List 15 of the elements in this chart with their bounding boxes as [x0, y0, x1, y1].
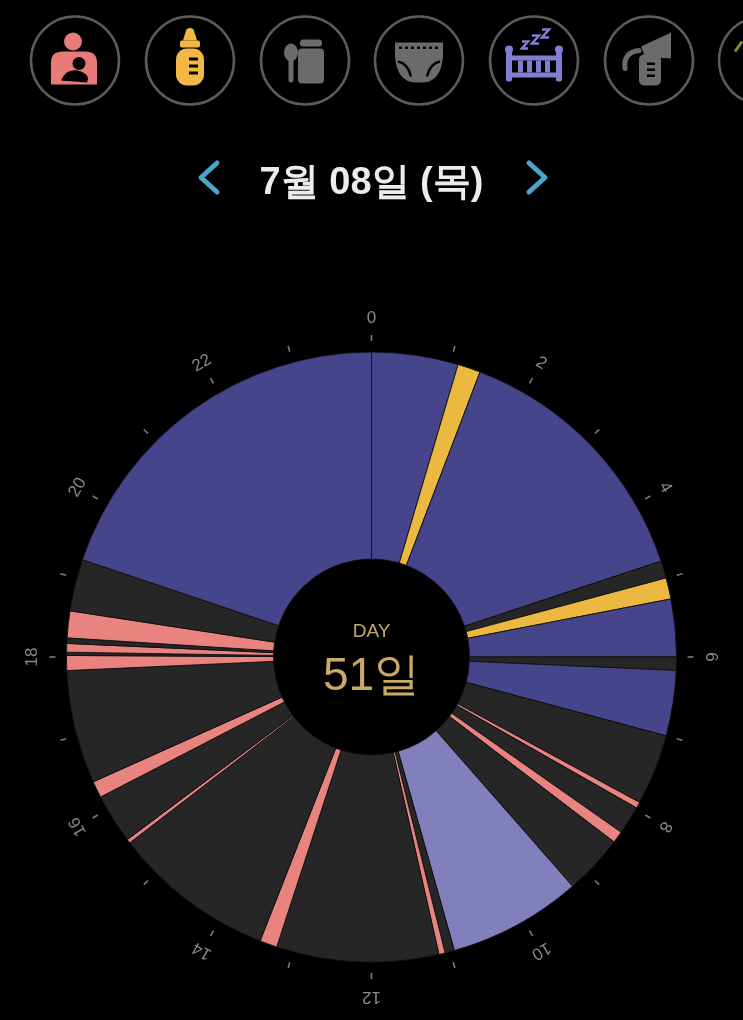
text: 10 — [528, 938, 555, 965]
chart-title: 7월 08일 (목) — [259, 160, 484, 202]
text: 8 — [655, 818, 677, 836]
text: 2 — [532, 351, 551, 374]
text: 16 — [64, 814, 91, 840]
text: DAY — [352, 620, 391, 641]
text: 6 — [702, 652, 721, 662]
text: 51일 — [322, 648, 421, 700]
text: 14 — [188, 938, 215, 965]
text: 22 — [188, 349, 215, 376]
text: 0 — [366, 307, 377, 327]
text: 12 — [362, 987, 381, 1007]
text: 4 — [655, 478, 677, 496]
text: 20 — [64, 474, 91, 500]
text: 18 — [22, 647, 41, 667]
